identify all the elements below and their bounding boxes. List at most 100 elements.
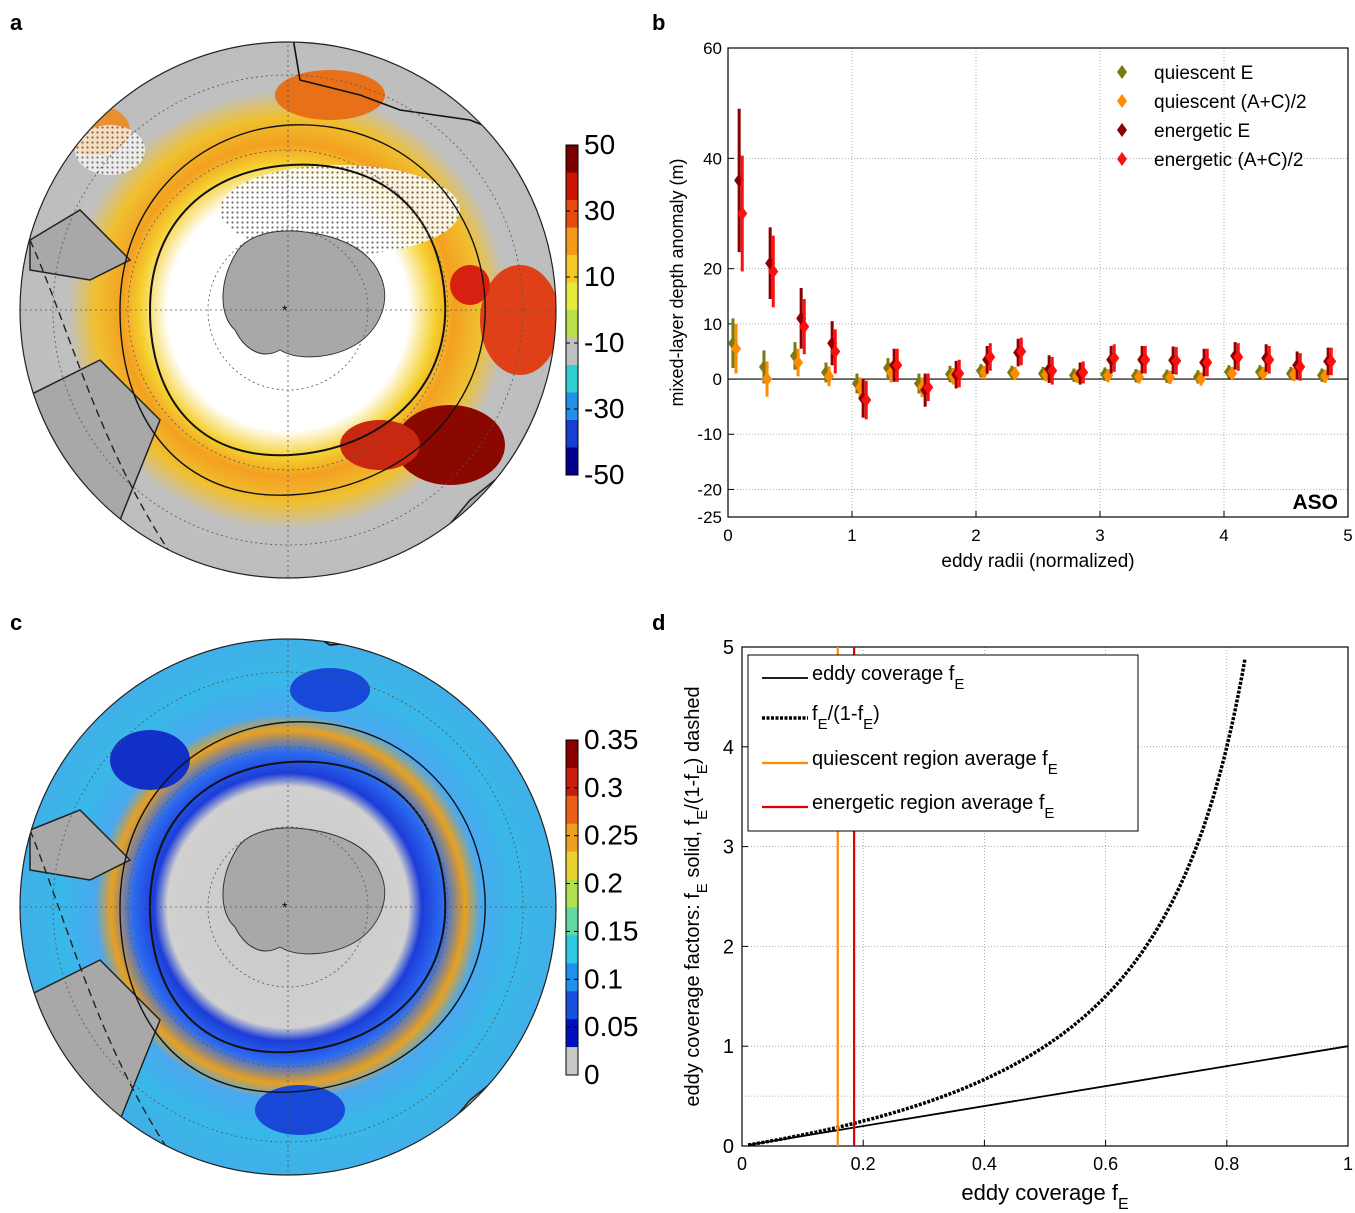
colorbar-c-color-step bbox=[566, 879, 578, 908]
colorbar-c-color-step bbox=[566, 823, 578, 853]
chart-b-legend-label: energetic (A+C)/2 bbox=[1154, 150, 1303, 171]
chart-d-x-axis-label: eddy coverage fE bbox=[961, 1180, 1128, 1213]
chart-b-legend-label: energetic E bbox=[1154, 121, 1250, 142]
chart-b-y-tick-label: 10 bbox=[703, 315, 722, 334]
chart-b-y-tick-label: -20 bbox=[697, 480, 722, 499]
chart-b-y-tick-label: -25 bbox=[697, 508, 722, 527]
chart-b-plot-area bbox=[728, 48, 1348, 517]
chart-b-x-tick-label: 2 bbox=[971, 526, 980, 545]
chart-d-line-dashed bbox=[747, 658, 1247, 1147]
hotspot-a-2 bbox=[340, 420, 420, 470]
colorbar-a-tick-label: 10 bbox=[584, 261, 615, 292]
chart-d: 0 0.2 0.4 0.6 0.8 1 0 1 2 3 4 5 eddy coverage fE fE/(… bbox=[682, 637, 1353, 1213]
colorbar-a-tick-label: 50 bbox=[584, 129, 615, 160]
colorbar-a-color-step bbox=[566, 227, 578, 256]
chart-b-legend-marker bbox=[1117, 65, 1127, 79]
chart-b-legend-label: quiescent (A+C)/2 bbox=[1154, 92, 1307, 113]
colorbar-a-tick-label: -50 bbox=[584, 459, 624, 490]
chart-b-legend-label: quiescent E bbox=[1154, 63, 1253, 84]
colorbar-c-tick-label: 0.2 bbox=[584, 868, 623, 899]
chart-b-y-tick-label: 40 bbox=[703, 149, 722, 168]
chart-b-legend-marker bbox=[1117, 152, 1127, 166]
chart-d-y-tick-label: 2 bbox=[723, 936, 734, 958]
colorbar-c-color-step bbox=[566, 740, 578, 769]
colorbar-c-color-step bbox=[566, 907, 578, 936]
dashed-line-c bbox=[29, 829, 176, 1161]
chart-b-point bbox=[1016, 344, 1027, 359]
colorbar-a-color-step bbox=[566, 310, 578, 338]
chart-b-y-tick-label: 20 bbox=[703, 260, 722, 279]
chart-d-x-tick-label: 0.8 bbox=[1214, 1154, 1239, 1174]
colorbar-a-color-step bbox=[566, 145, 578, 173]
colorbar-a-tick-label: -30 bbox=[584, 393, 624, 424]
blue-patch-c-2 bbox=[290, 668, 370, 712]
chart-b-point bbox=[824, 369, 835, 384]
chart-b-point bbox=[1109, 351, 1120, 366]
chart-b-point bbox=[923, 380, 934, 395]
chart-b-point bbox=[985, 349, 996, 364]
chart-b-point bbox=[1202, 355, 1213, 370]
chart-b-x-axis-label: eddy radii (normalized) bbox=[941, 551, 1134, 572]
chart-b-y-tick-label: 0 bbox=[713, 370, 722, 389]
blue-patch-c-3 bbox=[255, 1085, 345, 1135]
chart-b-legend-marker bbox=[1117, 94, 1127, 108]
colorbar-c-tick-label: 0.3 bbox=[584, 772, 623, 803]
colorbar-a-color-step bbox=[566, 255, 578, 283]
chart-b-point bbox=[1233, 349, 1244, 364]
chart-d-x-tick-label: 0.2 bbox=[851, 1154, 876, 1174]
chart-b-point bbox=[793, 355, 804, 370]
chart-d-legend-label: eddy coverage fE bbox=[812, 663, 964, 693]
chart-b-y-tick-label: -10 bbox=[697, 425, 722, 444]
front-c-2 bbox=[119, 721, 486, 1093]
chart-d-line-solid bbox=[747, 1045, 1349, 1146]
colorbar-c-tick-label: 0.1 bbox=[584, 963, 623, 994]
dashed-line-a bbox=[29, 239, 176, 561]
colorbar-a-tick-label: -10 bbox=[584, 327, 624, 358]
hotspot-a-4 bbox=[450, 265, 490, 305]
chart-b-legend-marker bbox=[1117, 123, 1127, 137]
blue-patch-c-1 bbox=[110, 730, 190, 790]
colorbar-c-color-step bbox=[566, 851, 578, 881]
stipple-a-2 bbox=[75, 125, 145, 175]
colorbar-c-color-step bbox=[566, 767, 578, 797]
hotspot-a-1 bbox=[395, 405, 505, 485]
chart-b-point bbox=[1326, 354, 1337, 369]
chart-b-point bbox=[762, 372, 773, 387]
chart-d-x-tick-label: 1 bbox=[1343, 1154, 1353, 1174]
chart-b-point bbox=[1295, 359, 1306, 374]
panel-label-d: d bbox=[652, 610, 665, 635]
colorbar-a-color-step bbox=[566, 200, 578, 228]
front-c-1 bbox=[148, 760, 447, 1054]
svg-text:*: * bbox=[282, 302, 288, 318]
colorbar-a-color-step bbox=[566, 172, 578, 201]
chart-d-x-tick-label: 0 bbox=[737, 1154, 747, 1174]
colorbar-a-color-step bbox=[566, 447, 578, 476]
chart-d-y-tick-label: 5 bbox=[723, 637, 734, 659]
chart-b-point bbox=[1047, 363, 1058, 378]
chart-b-point bbox=[892, 358, 903, 373]
chart-b-x-tick-label: 0 bbox=[723, 526, 732, 545]
chart-b-point bbox=[1078, 365, 1089, 380]
colorbar-c-tick-label: 0.05 bbox=[584, 1011, 639, 1042]
colorbar-c-tick-label: 0.35 bbox=[584, 724, 639, 755]
chart-b-point bbox=[1010, 366, 1021, 381]
colorbar-c-tick-label: 0 bbox=[584, 1059, 600, 1090]
colorbar-c-tick-label: 0.25 bbox=[584, 820, 639, 851]
chart-d-y-axis-label: eddy coverage factors: fE solid, fE/(1-f… bbox=[682, 686, 711, 1106]
chart-b-point bbox=[1227, 366, 1238, 381]
front-a-3 bbox=[119, 124, 486, 496]
chart-d-y-tick-label: 4 bbox=[723, 737, 734, 759]
colorbar-a-color-step bbox=[566, 420, 578, 448]
chart-b-x-tick-label: 3 bbox=[1095, 526, 1104, 545]
chart-b-point bbox=[1140, 352, 1151, 367]
chart-d-legend-label: quiescent region average fE bbox=[812, 748, 1058, 778]
chart-d-x-tick-label: 0.6 bbox=[1093, 1154, 1118, 1174]
colorbar-c-color-step bbox=[566, 795, 578, 825]
svg-text:*: * bbox=[282, 899, 288, 915]
colorbar-a-color-step bbox=[566, 282, 578, 311]
panel-label-b: b bbox=[652, 10, 665, 35]
chart-b-y-tick-label: 60 bbox=[703, 39, 722, 58]
chart-d-legend-box bbox=[747, 654, 1139, 832]
colorbar-a-tick-label: 30 bbox=[584, 195, 615, 226]
